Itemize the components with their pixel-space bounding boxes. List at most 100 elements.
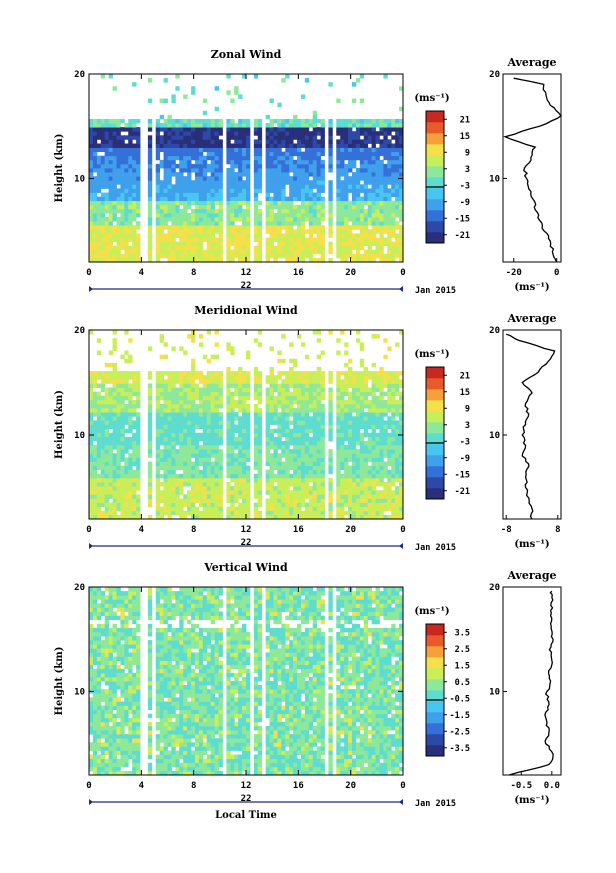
heatmap-cell <box>348 440 353 446</box>
heatmap-cell <box>92 188 98 193</box>
heatmap-cell <box>300 399 306 405</box>
heatmap-cell <box>96 403 102 409</box>
heatmap-cell <box>112 143 117 148</box>
heatmap-cell <box>399 155 404 161</box>
heatmap-cell <box>273 184 278 189</box>
heatmap-cell <box>363 498 369 503</box>
heatmap-cell <box>391 383 396 388</box>
heatmap-cell <box>257 151 263 157</box>
heatmap-cell <box>92 482 98 487</box>
heatmap-cell <box>344 387 349 393</box>
heatmap-cell <box>391 469 396 475</box>
heatmap-cell <box>297 482 302 487</box>
heatmap-cell <box>355 192 361 198</box>
heatmap-cell <box>312 155 318 161</box>
heatmap-cell <box>367 399 373 405</box>
heatmap-cell <box>316 225 321 230</box>
heatmap-cell <box>112 498 117 503</box>
heatmap-cell <box>269 436 274 442</box>
heatmap-cell <box>391 428 396 434</box>
heatmap-cell <box>202 498 208 503</box>
heatmap-cell <box>289 139 294 144</box>
heatmap-cell <box>155 428 161 434</box>
heatmap-cell <box>300 379 306 384</box>
heatmap-cell <box>253 366 259 372</box>
heatmap-cell <box>124 461 129 466</box>
heatmap-cell <box>167 184 172 189</box>
heatmap-cell <box>183 241 188 247</box>
heatmap-cell <box>112 180 117 185</box>
heatmap-cell <box>104 469 110 475</box>
heatmap-cell <box>210 510 216 516</box>
heatmap-cell <box>379 172 384 177</box>
heatmap-cell <box>100 379 106 384</box>
heatmap-cell <box>120 383 125 388</box>
heatmap-cell <box>230 375 235 380</box>
heatmap-cell <box>387 403 392 409</box>
heatmap-cell <box>155 506 161 512</box>
heatmap-cell <box>226 387 231 393</box>
heatmap-cell <box>285 412 290 417</box>
heatmap-cell <box>100 225 106 230</box>
heatmap-cell <box>316 432 321 438</box>
heatmap-cell <box>316 354 321 360</box>
heatmap-cell <box>214 473 219 479</box>
heatmap-cell <box>328 465 333 471</box>
heatmap-cell <box>328 151 333 157</box>
heatmap-cell <box>371 399 376 405</box>
heatmap-cell <box>265 449 270 454</box>
heatmap-cell <box>281 253 286 259</box>
heatmap-cell <box>351 514 357 520</box>
heatmap-cell <box>277 395 282 401</box>
heatmap-cell <box>293 184 298 189</box>
heatmap-cell <box>348 118 353 124</box>
heatmap-cell <box>383 424 388 430</box>
heatmap-cell <box>128 131 133 136</box>
heatmap-cell <box>320 371 325 376</box>
heatmap-cell <box>214 159 219 165</box>
heatmap-cell <box>379 168 384 173</box>
heatmap-cell <box>379 151 384 157</box>
heatmap-cell <box>383 127 388 132</box>
heatmap-cell <box>96 424 102 430</box>
heatmap-cell <box>104 362 110 368</box>
heatmap-cell <box>253 490 259 495</box>
heatmap-cell <box>300 257 306 263</box>
heatmap-cell <box>210 424 216 430</box>
heatmap-cell <box>112 200 117 206</box>
heatmap-cell <box>281 428 286 434</box>
heatmap-cell <box>187 221 192 226</box>
heatmap-cell <box>194 221 200 226</box>
heatmap-cell <box>89 424 94 430</box>
heatmap-cell <box>89 204 94 210</box>
heatmap-cell <box>179 416 184 421</box>
heatmap-cell <box>297 184 302 189</box>
heatmap-cell <box>159 387 164 393</box>
heatmap-cell <box>281 510 286 516</box>
heatmap-cell <box>147 249 153 255</box>
heatmap-cell <box>269 510 274 516</box>
heatmap-cell <box>210 387 216 393</box>
heatmap-cell <box>246 257 251 263</box>
heatmap-cell <box>132 408 137 413</box>
heatmap-cell <box>210 354 216 360</box>
heatmap-cell <box>159 420 164 425</box>
heatmap-cell <box>214 399 219 405</box>
heatmap-cell <box>379 143 384 148</box>
heatmap-cell <box>355 408 361 413</box>
heatmap-cell <box>277 253 282 259</box>
heatmap-cell <box>179 502 184 508</box>
heatmap-cell <box>155 163 161 169</box>
heatmap-cell <box>206 375 212 380</box>
heatmap-cell <box>281 249 286 255</box>
heatmap-cell <box>320 212 325 218</box>
heatmap-cell <box>187 469 192 475</box>
heatmap-cell <box>128 457 133 462</box>
heatmap-cell <box>297 506 302 512</box>
heatmap-cell <box>214 118 219 124</box>
heatmap-cell <box>304 217 310 222</box>
heatmap-cell <box>328 212 333 218</box>
heatmap-cell <box>191 469 196 475</box>
heatmap-cell <box>171 469 176 475</box>
heatmap-cell <box>226 237 231 242</box>
